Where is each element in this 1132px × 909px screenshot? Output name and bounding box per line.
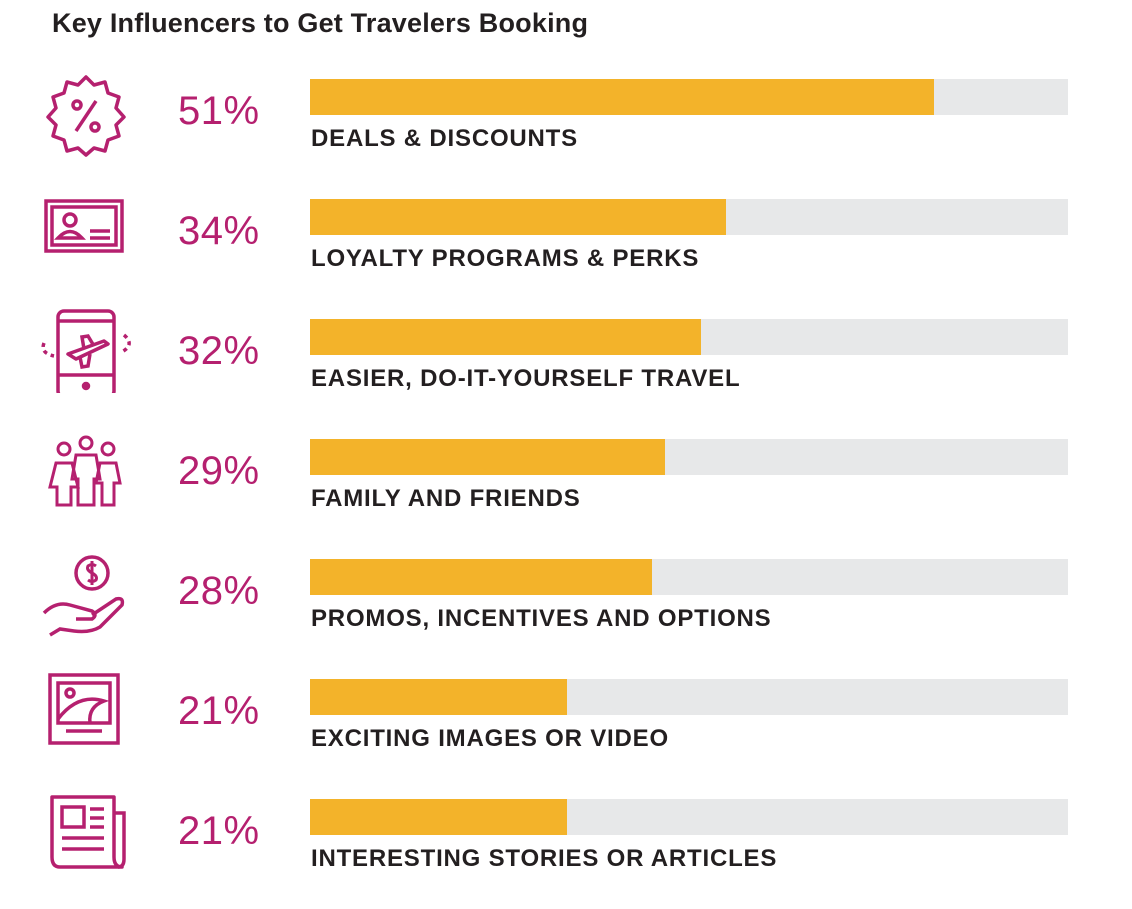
category-label: LOYALTY PROGRAMS & PERKS [311, 245, 700, 272]
newspaper-icon [38, 793, 134, 877]
chart-title: Key Influencers to Get Travelers Booking [52, 8, 589, 38]
category-label: FAMILY AND FRIENDS [311, 485, 581, 512]
discount-badge-icon [38, 73, 134, 157]
family-icon [38, 433, 134, 517]
bar-track [310, 199, 1068, 235]
mobile-flight-icon [38, 309, 134, 393]
category-label: DEALS & DISCOUNTS [311, 125, 578, 152]
value-label: 32% [178, 329, 260, 373]
bar-track [310, 799, 1068, 835]
bar-track [310, 679, 1068, 715]
bar-track [310, 319, 1068, 355]
bar-row: 51% DEALS & DISCOUNTS [0, 75, 1132, 189]
id-card-icon [38, 193, 134, 277]
bar-row: 28% PROMOS, INCENTIVES AND OPTIONS [0, 555, 1132, 669]
bar [310, 799, 567, 835]
picture-frame-icon [38, 673, 134, 757]
bar-track [310, 439, 1068, 475]
bar-track [310, 79, 1068, 115]
value-label: 34% [178, 209, 260, 253]
bar-track [310, 559, 1068, 595]
category-label: EASIER, DO-IT-YOURSELF TRAVEL [311, 365, 741, 392]
value-label: 21% [178, 689, 260, 733]
bar [310, 79, 934, 115]
bar [310, 439, 665, 475]
category-label: EXCITING IMAGES OR VIDEO [311, 725, 669, 752]
category-label: PROMOS, INCENTIVES AND OPTIONS [311, 605, 772, 632]
bar [310, 199, 726, 235]
bar-row: 21% INTERESTING STORIES OR ARTICLES [0, 795, 1132, 909]
bar-row: 29% FAMILY AND FRIENDS [0, 435, 1132, 549]
bar [310, 559, 652, 595]
bar [310, 679, 567, 715]
bar [310, 319, 701, 355]
value-label: 28% [178, 569, 260, 613]
bar-row: 32% EASIER, DO-IT-YOURSELF TRAVEL [0, 309, 1132, 429]
category-label: INTERESTING STORIES OR ARTICLES [311, 845, 778, 872]
money-hand-icon [38, 553, 134, 637]
bar-row: 21% EXCITING IMAGES OR VIDEO [0, 673, 1132, 789]
value-label: 21% [178, 809, 260, 853]
value-label: 51% [178, 89, 260, 133]
bar-row: 34% LOYALTY PROGRAMS & PERKS [0, 199, 1132, 309]
value-label: 29% [178, 449, 260, 493]
